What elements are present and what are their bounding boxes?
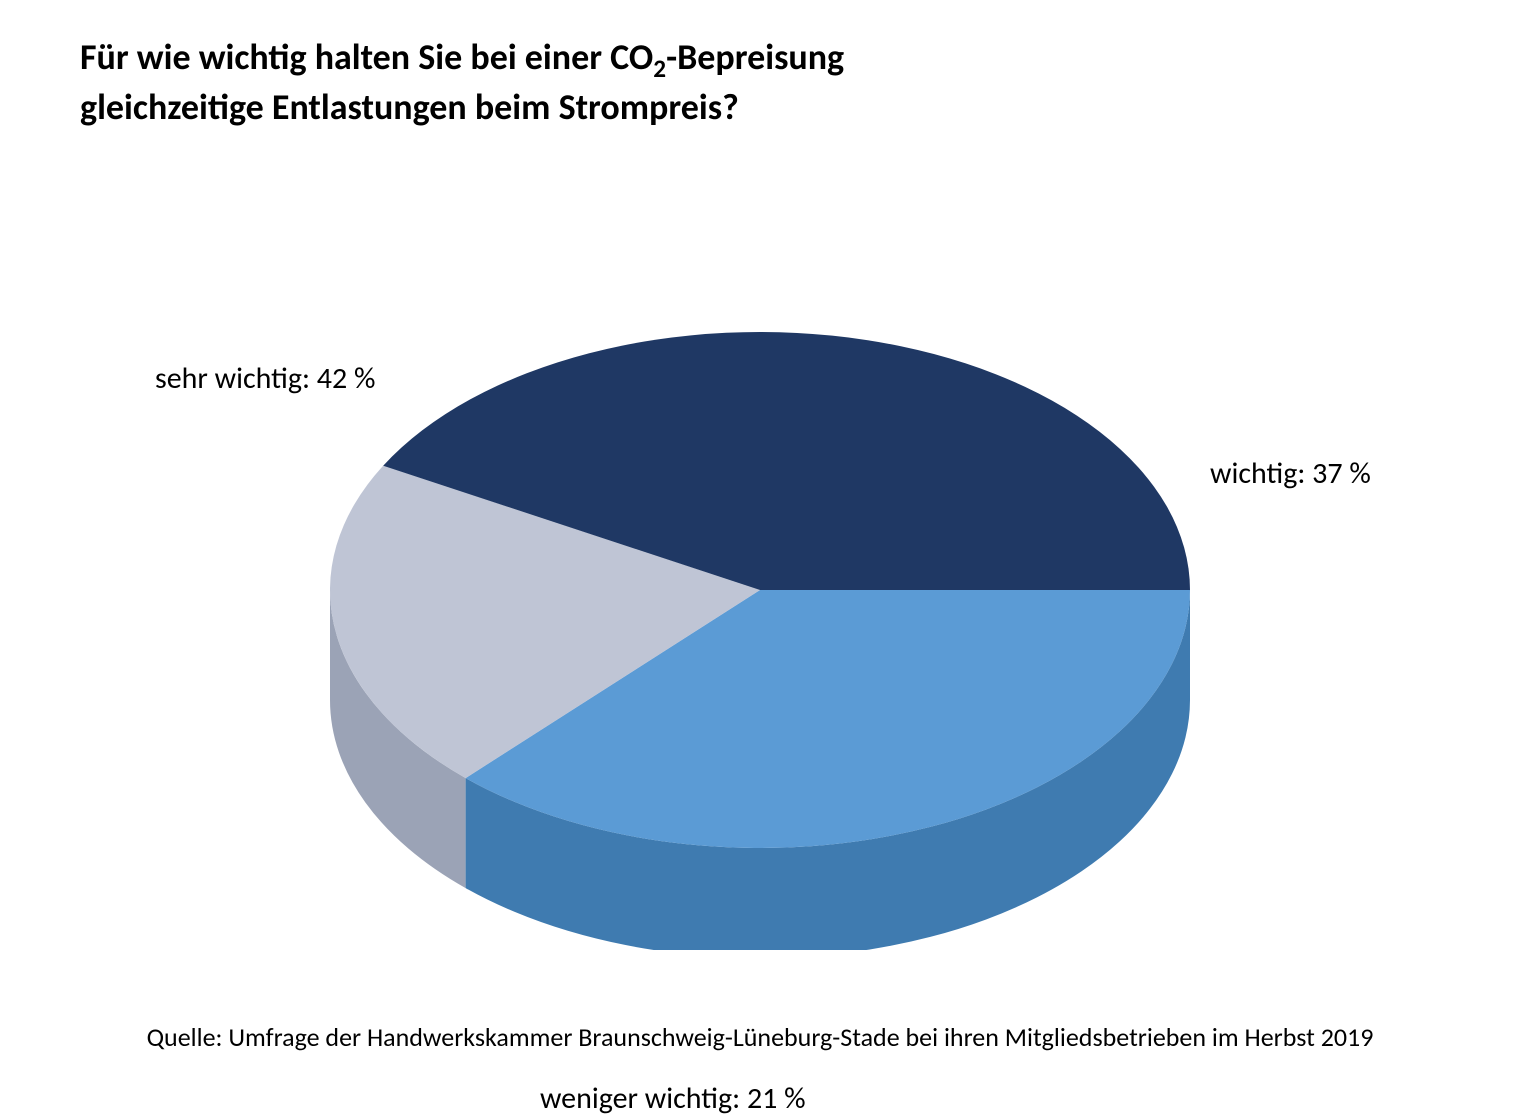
title-line2: gleichzeitige Entlastungen beim Strompre… <box>80 85 739 129</box>
title-sub: 2 <box>653 53 666 84</box>
title-line1-tail: -Bepreisung <box>666 35 844 79</box>
chart-title: Für wie wichtig halten Sie bei einer CO2… <box>80 35 844 130</box>
slice-label: sehr wichtig: 42 % <box>155 360 375 397</box>
chart-container: Für wie wichtig halten Sie bei einer CO2… <box>0 0 1520 1093</box>
slice-label: wichtig: 37 % <box>1210 455 1371 492</box>
pie-svg <box>0 150 1520 950</box>
title-line1-head: Für wie wichtig halten Sie bei einer CO <box>80 35 653 79</box>
slice-label: weniger wichtig: 21 % <box>540 1080 806 1117</box>
chart-source: Quelle: Umfrage der Handwerkskammer Brau… <box>0 1021 1520 1053</box>
pie-chart: wichtig: 37 %weniger wichtig: 21 %sehr w… <box>0 150 1520 950</box>
